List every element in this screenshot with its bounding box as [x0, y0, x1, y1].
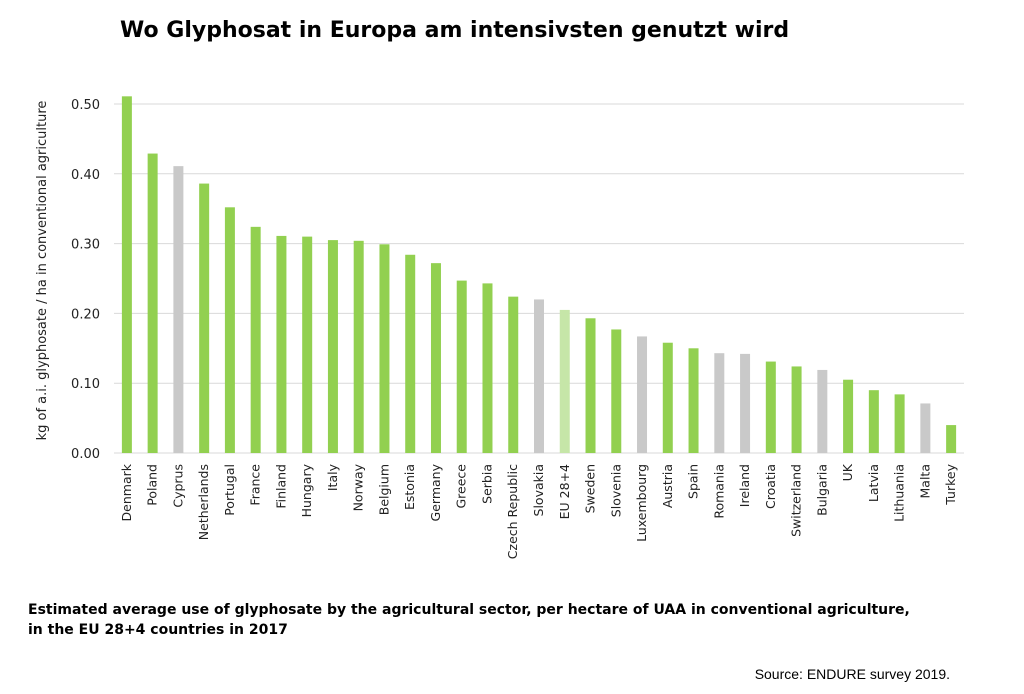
caption-line-1: Estimated average use of glyphosate by t…	[28, 602, 910, 618]
x-tick-label: Germany	[428, 463, 443, 521]
x-tick-label: Spain	[686, 464, 701, 499]
x-tick-label: Switzerland	[789, 464, 804, 537]
y-tick-label: 0.00	[71, 447, 100, 462]
bar	[920, 403, 931, 453]
bar	[353, 240, 364, 453]
bar	[765, 361, 776, 453]
x-tick-label: Hungary	[299, 463, 314, 517]
bar	[199, 183, 210, 453]
x-tick-label: Denmark	[119, 463, 134, 521]
y-tick-label: 0.30	[71, 238, 100, 253]
bar	[868, 390, 879, 453]
x-tick-label: Slovakia	[531, 464, 546, 516]
x-tick-label: Latvia	[866, 464, 881, 502]
bar	[637, 336, 648, 453]
x-tick-label: EU 28+4	[557, 464, 572, 519]
x-tick-label: Greece	[454, 464, 469, 509]
x-tick-label: Portugal	[222, 464, 237, 516]
bar	[585, 318, 596, 453]
y-axis-label: kg of a.i. glyphosate / ha in convention…	[35, 101, 50, 441]
x-tick-label: Italy	[325, 463, 340, 491]
x-tick-label: UK	[840, 463, 855, 481]
bar	[662, 342, 673, 453]
x-axis-ticks: Denmark Poland Cyprus Netherlands Portugal Fr…	[119, 463, 958, 559]
bar	[894, 394, 905, 453]
x-tick-label: Czech Republic	[505, 464, 520, 559]
x-tick-label: Cyprus	[170, 464, 185, 508]
bar	[740, 353, 751, 453]
bar	[430, 263, 441, 453]
x-tick-label: Austria	[660, 464, 675, 508]
x-tick-label: France	[248, 464, 263, 506]
bar	[405, 254, 416, 453]
x-tick-label: Lithuania	[892, 464, 907, 522]
x-tick-label: Finland	[273, 464, 288, 509]
caption-line-2: in the EU 28+4 countries in 2017	[28, 622, 288, 638]
bar	[224, 207, 235, 453]
bar	[276, 235, 287, 453]
bar-chart: 0.00 0.10 0.20 0.30 0.40 0.50 Denmark Poland Cy…	[35, 96, 964, 559]
x-tick-label: Luxembourg	[634, 464, 649, 542]
x-tick-label: Sweden	[583, 464, 598, 513]
bar	[250, 226, 261, 453]
y-tick-label: 0.40	[71, 168, 100, 183]
source-note: Source: ENDURE survey 2019.	[754, 666, 950, 682]
bar	[611, 329, 622, 453]
bar	[173, 166, 184, 453]
x-tick-label: Bulgaria	[814, 464, 829, 516]
bar	[791, 366, 802, 453]
x-tick-label: Turkey	[943, 463, 958, 505]
bar	[559, 309, 570, 453]
x-tick-label: Croatia	[763, 464, 778, 509]
bars	[121, 96, 957, 454]
bar	[482, 283, 493, 453]
bar	[508, 296, 519, 453]
x-tick-label: Ireland	[737, 464, 752, 507]
bar	[946, 425, 957, 453]
x-tick-label: Poland	[145, 464, 160, 506]
y-tick-label: 0.20	[71, 307, 100, 322]
bar	[688, 348, 699, 453]
x-tick-label: Malta	[917, 464, 932, 498]
x-tick-label: Serbia	[479, 464, 494, 504]
figure-caption: Estimated average use of glyphosate by t…	[28, 600, 988, 640]
x-tick-label: Estonia	[402, 464, 417, 510]
x-tick-label: Belgium	[376, 464, 391, 515]
bar	[302, 236, 313, 453]
bar	[843, 379, 854, 453]
x-tick-label: Norway	[351, 463, 366, 511]
bar	[147, 153, 158, 454]
bar	[534, 299, 544, 453]
y-axis-ticks: 0.00 0.10 0.20 0.30 0.40 0.50	[71, 98, 100, 462]
bar	[121, 96, 132, 454]
bar	[817, 369, 828, 453]
bar	[327, 240, 338, 453]
bar	[456, 280, 467, 453]
chart-title: Wo Glyphosat in Europa am intensivsten g…	[120, 18, 790, 43]
x-tick-label: Romania	[711, 464, 726, 519]
y-tick-label: 0.50	[71, 98, 100, 113]
x-tick-label: Netherlands	[196, 464, 211, 540]
bar	[379, 244, 390, 453]
x-tick-label: Slovenia	[608, 464, 623, 517]
bar	[714, 353, 725, 453]
y-tick-label: 0.10	[71, 377, 100, 392]
